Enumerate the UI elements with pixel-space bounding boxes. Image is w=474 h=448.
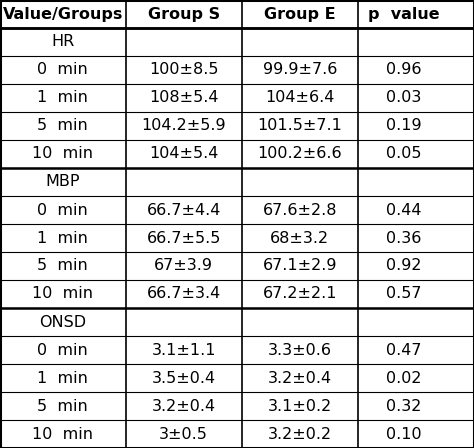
Text: 67.6±2.8: 67.6±2.8 — [263, 202, 337, 217]
Text: 67.2±2.1: 67.2±2.1 — [263, 287, 337, 302]
Text: 0  min: 0 min — [37, 63, 88, 78]
Text: 3.1±0.2: 3.1±0.2 — [268, 399, 332, 414]
Text: 0.02: 0.02 — [386, 370, 422, 385]
Text: 0.44: 0.44 — [386, 202, 422, 217]
Text: 100±8.5: 100±8.5 — [149, 63, 219, 78]
Text: 3.3±0.6: 3.3±0.6 — [268, 343, 332, 358]
Text: 5  min: 5 min — [37, 258, 88, 273]
Text: 66.7±3.4: 66.7±3.4 — [146, 287, 221, 302]
Text: 99.9±7.6: 99.9±7.6 — [263, 63, 337, 78]
Text: 3.2±0.2: 3.2±0.2 — [268, 426, 332, 441]
Text: 1  min: 1 min — [37, 90, 88, 105]
Text: 1  min: 1 min — [37, 231, 88, 246]
Text: 3.2±0.4: 3.2±0.4 — [152, 399, 216, 414]
Text: 10  min: 10 min — [32, 426, 93, 441]
Text: 0.10: 0.10 — [386, 426, 422, 441]
Text: 3±0.5: 3±0.5 — [159, 426, 208, 441]
Text: 3.5±0.4: 3.5±0.4 — [152, 370, 216, 385]
Text: Value/Groups: Value/Groups — [3, 7, 123, 22]
Text: 3.1±1.1: 3.1±1.1 — [151, 343, 216, 358]
Text: 0.36: 0.36 — [386, 231, 422, 246]
Text: 108±5.4: 108±5.4 — [149, 90, 219, 105]
Text: ONSD: ONSD — [39, 314, 86, 329]
Text: 101.5±7.1: 101.5±7.1 — [257, 119, 342, 134]
Text: 68±3.2: 68±3.2 — [270, 231, 329, 246]
Text: 0.57: 0.57 — [386, 287, 422, 302]
Text: Group S: Group S — [147, 7, 220, 22]
Text: 67±3.9: 67±3.9 — [154, 258, 213, 273]
Text: Group E: Group E — [264, 7, 336, 22]
Text: 5  min: 5 min — [37, 119, 88, 134]
Text: 0.32: 0.32 — [386, 399, 422, 414]
Text: 0.05: 0.05 — [386, 146, 422, 161]
Text: 0  min: 0 min — [37, 202, 88, 217]
Text: p  value: p value — [368, 7, 440, 22]
Text: MBP: MBP — [46, 175, 80, 190]
Text: HR: HR — [51, 34, 74, 49]
Text: 0  min: 0 min — [37, 343, 88, 358]
Text: 10  min: 10 min — [32, 287, 93, 302]
Text: 0.19: 0.19 — [386, 119, 422, 134]
Text: 104.2±5.9: 104.2±5.9 — [141, 119, 226, 134]
Text: 0.47: 0.47 — [386, 343, 422, 358]
Text: 100.2±6.6: 100.2±6.6 — [257, 146, 342, 161]
Text: 5  min: 5 min — [37, 399, 88, 414]
Text: 66.7±4.4: 66.7±4.4 — [146, 202, 221, 217]
Text: 104±6.4: 104±6.4 — [265, 90, 335, 105]
Text: 0.92: 0.92 — [386, 258, 422, 273]
Text: 10  min: 10 min — [32, 146, 93, 161]
Text: 104±5.4: 104±5.4 — [149, 146, 219, 161]
Text: 0.96: 0.96 — [386, 63, 422, 78]
Text: 67.1±2.9: 67.1±2.9 — [263, 258, 337, 273]
Text: 66.7±5.5: 66.7±5.5 — [146, 231, 221, 246]
Text: 0.03: 0.03 — [386, 90, 422, 105]
Text: 1  min: 1 min — [37, 370, 88, 385]
Text: 3.2±0.4: 3.2±0.4 — [268, 370, 332, 385]
